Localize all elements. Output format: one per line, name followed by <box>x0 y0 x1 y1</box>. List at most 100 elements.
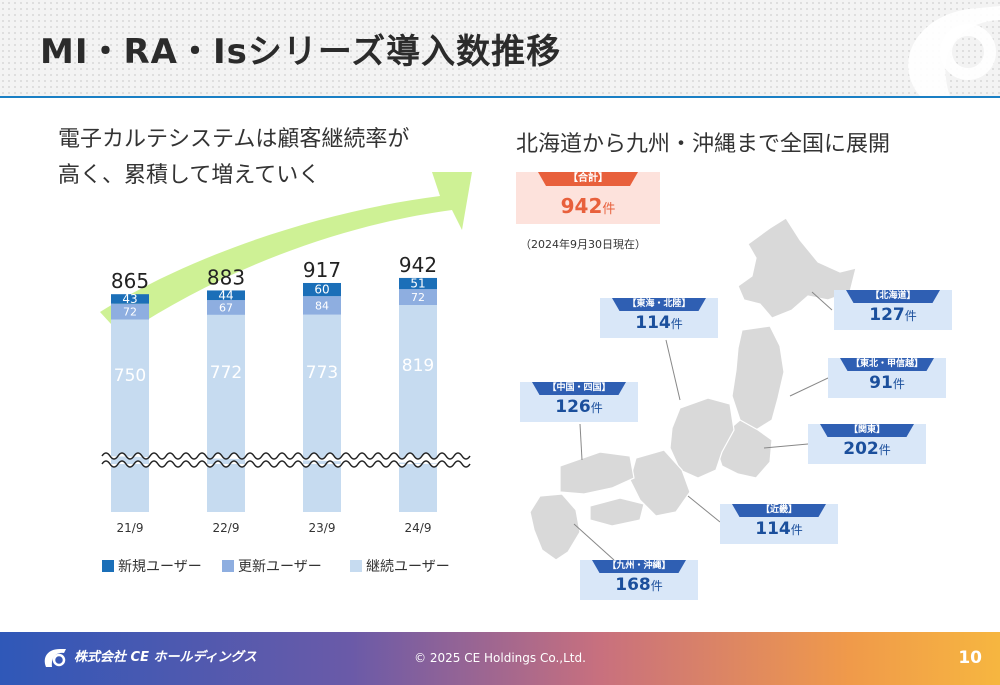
label-new: 44 <box>218 288 233 302</box>
tick-label-x: 22/9 <box>213 521 240 535</box>
tick-label-x: 23/9 <box>309 521 336 535</box>
label-renewal: 72 <box>411 291 425 304</box>
page-title: MI・RA・Isシリーズ導入数推移 <box>40 32 562 72</box>
map-chugoku <box>559 451 635 495</box>
label-renewal: 84 <box>315 299 329 312</box>
region-label: 【関東】 <box>820 424 914 437</box>
region-label: 【東海・北陸】 <box>612 298 706 311</box>
axis-break-fill <box>102 453 470 467</box>
region-unit: 件 <box>650 579 663 593</box>
label-continuing: 819 <box>402 356 434 376</box>
bar-continuing <box>303 314 341 512</box>
bar-new <box>399 277 437 290</box>
axis-break-line-bottom <box>101 460 471 468</box>
legend-swatch-renewal <box>222 560 234 572</box>
region-unit: 件 <box>892 377 905 391</box>
legend-swatch-continuing <box>350 560 362 572</box>
region-label: 【東北・甲信越】 <box>840 358 934 371</box>
total-value: 942件 <box>516 194 660 218</box>
footer-band: 株式会社 CE ホールディングス © 2025 CE Holdings Co.,… <box>0 632 1000 685</box>
japan-map <box>529 217 857 561</box>
region-label: 【九州・沖縄】 <box>592 560 686 573</box>
map-shikoku <box>589 497 645 527</box>
region-number: 91 <box>869 373 893 393</box>
axis-break-line-top <box>101 452 471 460</box>
left-subtitle: 電子カルテシステムは顧客継続率が 高く、累積して増えていく <box>58 122 478 194</box>
label-new: 60 <box>314 283 329 297</box>
label-new: 43 <box>122 292 137 306</box>
legend-item-renewal: 更新ユーザー <box>222 556 322 576</box>
region-number: 114 <box>755 519 791 539</box>
label-total: 917 <box>303 258 341 282</box>
region-kanto: 【関東】 202件 <box>808 424 926 464</box>
map-kyushu <box>529 493 581 561</box>
tick-label-x: 24/9 <box>405 521 432 535</box>
region-unit: 件 <box>590 401 603 415</box>
header-band <box>0 0 1000 96</box>
total-number: 942 <box>560 194 603 218</box>
bar-continuing <box>207 314 245 512</box>
user-trend-chart: 750724386521/9772674488322/9773846091723… <box>100 172 472 535</box>
map-chubu <box>669 397 735 479</box>
map-tohoku <box>731 325 785 431</box>
right-subtitle: 北海道から九州・沖縄まで全国に展開 <box>516 132 891 157</box>
total-unit: 件 <box>602 202 616 217</box>
label-continuing: 773 <box>306 363 338 383</box>
total-count-box: 【合計】 942件 <box>516 172 660 224</box>
legend-item-continuing: 継続ユーザー <box>350 556 450 576</box>
region-value: 168件 <box>580 575 698 595</box>
region-label: 【北海道】 <box>846 290 940 303</box>
legend-swatch-new <box>102 560 114 572</box>
header-divider <box>0 96 1000 98</box>
left-subtitle-line2: 高く、累積して増えていく <box>58 163 321 188</box>
region-chugoku-shikoku: 【中国・四国】 126件 <box>520 382 638 422</box>
tick-label-x: 21/9 <box>117 521 144 535</box>
region-unit: 件 <box>878 443 891 457</box>
page-number: 10 <box>958 648 982 668</box>
label-renewal: 72 <box>123 306 137 319</box>
label-new: 51 <box>410 277 425 291</box>
bar-new <box>111 294 149 304</box>
region-number: 126 <box>555 397 591 417</box>
bar-renewal <box>303 296 341 315</box>
left-subtitle-line1: 電子カルテシステムは顧客継続率が <box>58 127 410 152</box>
label-continuing: 750 <box>114 366 146 386</box>
region-value: 114件 <box>600 313 718 333</box>
region-hokkaido: 【北海道】 127件 <box>834 290 952 330</box>
region-tohoku-koshinetsu: 【東北・甲信越】 91件 <box>828 358 946 398</box>
ce-logo-watermark-icon <box>908 6 1000 96</box>
region-unit: 件 <box>790 523 803 537</box>
region-kinki: 【近畿】 114件 <box>720 504 838 544</box>
label-renewal: 67 <box>219 302 233 315</box>
map-hokkaido <box>737 217 857 319</box>
region-value: 127件 <box>834 305 952 325</box>
region-value: 126件 <box>520 397 638 417</box>
map-kinki <box>629 449 691 517</box>
legend-label-renewal: 更新ユーザー <box>238 559 322 575</box>
region-number: 202 <box>843 439 879 459</box>
region-unit: 件 <box>904 309 917 323</box>
copyright: © 2025 CE Holdings Co.,Ltd. <box>414 651 586 665</box>
bar-renewal <box>399 289 437 305</box>
region-number: 127 <box>869 305 905 325</box>
region-value: 91件 <box>828 373 946 393</box>
footer-logo: 株式会社 CE ホールディングス <box>42 646 257 669</box>
legend-label-new: 新規ユーザー <box>118 559 202 575</box>
region-label: 【近畿】 <box>732 504 826 517</box>
bar-continuing <box>399 305 437 512</box>
region-number: 114 <box>635 313 671 333</box>
bar-renewal <box>111 303 149 320</box>
label-continuing: 772 <box>210 363 242 383</box>
bar-new <box>303 282 341 297</box>
region-label: 【中国・四国】 <box>532 382 626 395</box>
label-total: 942 <box>399 253 437 277</box>
region-kyushu-okinawa: 【九州・沖縄】 168件 <box>580 560 698 600</box>
footer-company-name: 株式会社 CE ホールディングス <box>74 650 257 665</box>
legend-item-new: 新規ユーザー <box>102 556 202 576</box>
bar-renewal <box>207 300 245 315</box>
bar-continuing <box>111 319 149 512</box>
ce-logo-icon <box>44 648 66 667</box>
as-of-date: （2024年9月30日現在） <box>520 238 646 251</box>
region-unit: 件 <box>670 317 683 331</box>
region-value: 202件 <box>808 439 926 459</box>
